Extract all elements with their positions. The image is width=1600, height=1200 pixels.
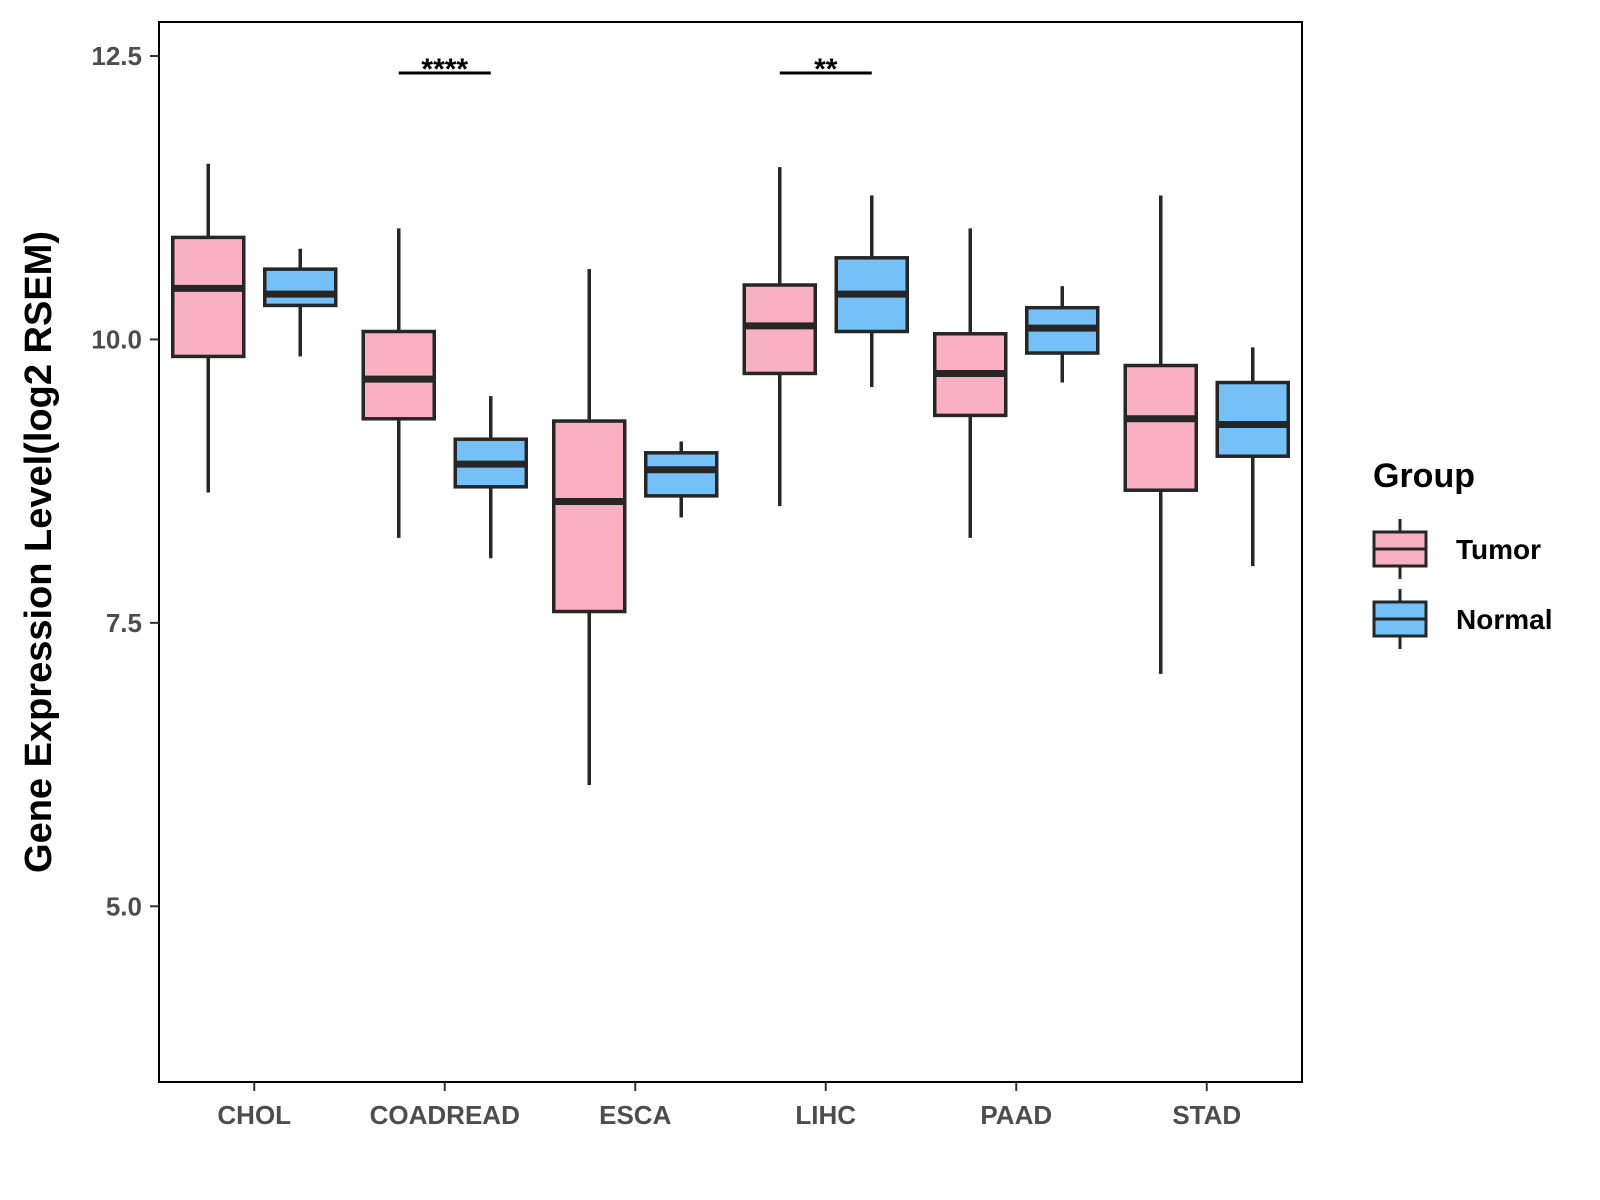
- box-normal-coadread: [453, 396, 528, 559]
- box-tumor-coadread: [361, 228, 436, 538]
- significance-annotations: **** **: [398, 53, 872, 86]
- y-tick-label: 7.5: [106, 608, 142, 638]
- plot-panel-border: [158, 21, 1303, 1083]
- box-body: [644, 451, 719, 498]
- x-tick-label-paad: PAAD: [980, 1100, 1052, 1130]
- x-tick-label-chol: CHOL: [217, 1100, 291, 1130]
- box-tumor-chol: [171, 163, 246, 493]
- box-normal-chol: [263, 248, 338, 357]
- x-axis: CHOL COADREAD ESCA LIHC PAAD STAD: [217, 1082, 1241, 1130]
- legend-label: Normal: [1456, 604, 1552, 635]
- box-tumor-stad: [1123, 195, 1198, 674]
- box-body: [552, 419, 627, 614]
- legend-item-normal: Normal: [1372, 589, 1552, 649]
- box-body: [1215, 380, 1290, 458]
- y-tick-label: 12.5: [91, 41, 142, 71]
- x-tick-label-coadread: COADREAD: [370, 1100, 520, 1130]
- y-tick-label: 5.0: [106, 891, 142, 921]
- box-body: [361, 329, 436, 421]
- plot-area: [171, 163, 1290, 785]
- box-tumor-paad: [933, 228, 1008, 538]
- box-normal-lihc: [834, 195, 909, 388]
- legend-item-tumor: Tumor: [1372, 519, 1541, 579]
- box-body: [263, 267, 338, 308]
- significance-label: ****: [421, 53, 468, 86]
- box-body: [171, 235, 246, 359]
- x-tick-label-lihc: LIHC: [795, 1100, 856, 1130]
- box-normal-esca: [644, 441, 719, 518]
- box-tumor-lihc: [742, 167, 817, 507]
- legend: Group Tumor Normal: [1372, 457, 1552, 649]
- significance-label: **: [814, 53, 838, 86]
- y-axis-title: Gene Expression Level(log2 RSEM): [18, 231, 60, 873]
- x-tick-label-esca: ESCA: [599, 1100, 671, 1130]
- x-tick-label-stad: STAD: [1172, 1100, 1241, 1130]
- box-body: [1123, 363, 1198, 492]
- box-normal-paad: [1025, 286, 1100, 383]
- y-axis: 5.0 7.5 10.0 12.5: [91, 41, 159, 921]
- y-tick-label: 10.0: [91, 324, 142, 354]
- box-normal-stad: [1215, 347, 1290, 567]
- legend-title: Group: [1373, 457, 1475, 495]
- box-tumor-esca: [552, 269, 627, 785]
- legend-label: Tumor: [1456, 534, 1541, 565]
